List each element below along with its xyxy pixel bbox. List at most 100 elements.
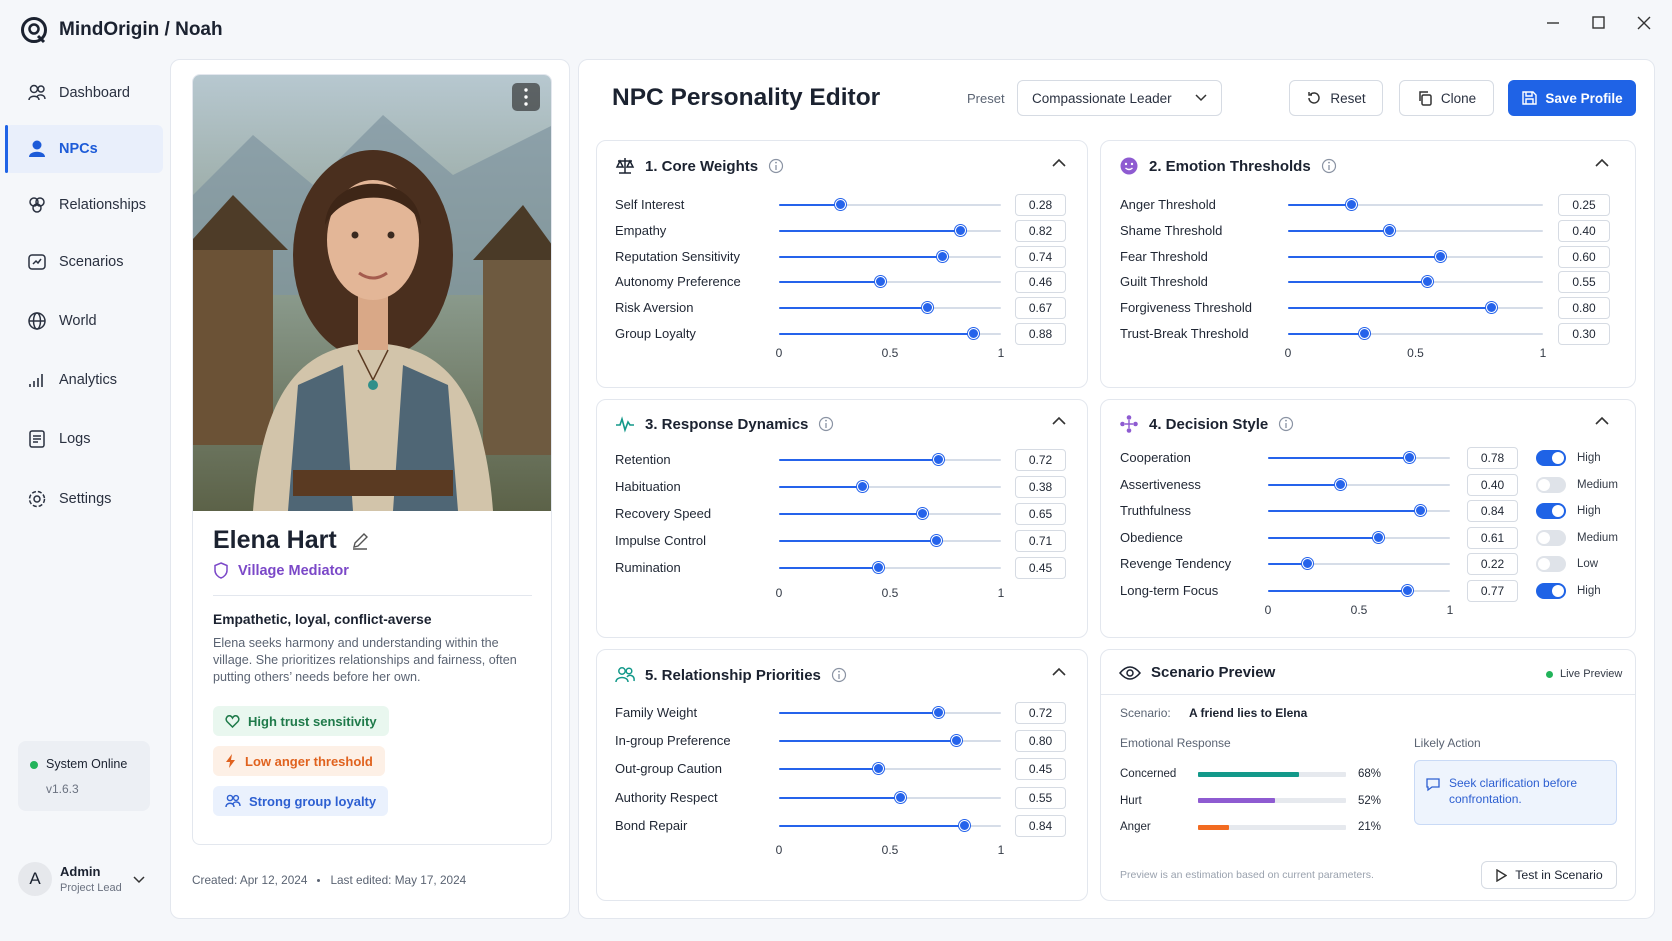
emotion-thresholds-panel: 2. Emotion Thresholds Anger Threshold 0.2… <box>1100 140 1636 388</box>
slider-knob[interactable] <box>937 250 949 262</box>
nav-item[interactable]: Settings <box>5 475 163 523</box>
value-input[interactable]: 0.65 <box>1015 503 1066 525</box>
clone-button[interactable]: Clone <box>1399 80 1494 116</box>
value-input[interactable]: 0.55 <box>1015 786 1066 809</box>
slider-label: Retention <box>615 452 671 467</box>
nav-item[interactable]: World <box>5 297 163 345</box>
slider-knob[interactable] <box>1358 328 1370 339</box>
value-input[interactable]: 0.82 <box>1015 219 1066 242</box>
avatar[interactable]: A <box>18 862 52 896</box>
slider-knob[interactable] <box>917 508 929 519</box>
slider-knob[interactable] <box>959 819 971 831</box>
x-tick-label: 1 <box>997 586 1005 600</box>
slider-fill <box>779 796 902 799</box>
slider-knob[interactable] <box>1402 584 1414 596</box>
nav-item[interactable]: Logs <box>5 415 163 463</box>
panel-title: 1. Core Weights <box>645 157 759 175</box>
toggle[interactable] <box>1536 450 1566 466</box>
value-input[interactable]: 0.77 <box>1467 579 1518 602</box>
value-input[interactable]: 0.88 <box>1015 323 1066 345</box>
slider-knob[interactable] <box>1486 302 1497 314</box>
nav-item[interactable]: NPCs <box>5 125 163 173</box>
value-input[interactable]: 0.67 <box>1015 297 1066 320</box>
slider-knob[interactable] <box>1373 531 1385 543</box>
value-input[interactable]: 0.60 <box>1558 245 1610 268</box>
value-input[interactable]: 0.40 <box>1558 219 1610 242</box>
slider-knob[interactable] <box>1414 505 1426 516</box>
slider-knob[interactable] <box>968 328 980 339</box>
nav-item[interactable]: Dashboard <box>5 69 163 117</box>
slider-fill <box>1268 536 1380 539</box>
value-input[interactable]: 0.80 <box>1558 297 1610 320</box>
slider-knob[interactable] <box>895 791 907 803</box>
user-menu[interactable] <box>132 874 146 886</box>
toggle[interactable] <box>1536 582 1566 599</box>
value-input[interactable]: 0.78 <box>1467 447 1518 469</box>
test-button[interactable]: Test in Scenario <box>1481 861 1617 889</box>
panel-title: 5. Relationship Priorities <box>645 666 821 684</box>
window-controls[interactable] <box>1540 12 1660 34</box>
slider-knob[interactable] <box>950 735 962 747</box>
slider-knob[interactable] <box>1422 276 1434 288</box>
slider-knob[interactable] <box>1334 478 1346 490</box>
toggle[interactable] <box>1536 476 1566 493</box>
value-input[interactable]: 0.46 <box>1015 271 1066 294</box>
slider-knob[interactable] <box>872 562 884 573</box>
value-input[interactable]: 0.71 <box>1015 530 1066 552</box>
slider-knob[interactable] <box>930 535 942 546</box>
nav-item[interactable]: Analytics <box>5 356 163 404</box>
value-input[interactable]: 0.74 <box>1015 245 1066 268</box>
slider-knob[interactable] <box>1384 224 1395 236</box>
reset-button[interactable]: Reset <box>1289 80 1383 116</box>
save-button[interactable]: Save Profile <box>1508 80 1636 116</box>
slider-knob[interactable] <box>1345 199 1357 210</box>
toggle[interactable] <box>1536 503 1566 519</box>
preset-label: Preset <box>967 91 1005 106</box>
collapse[interactable] <box>1595 158 1609 168</box>
value-input[interactable]: 0.72 <box>1015 449 1066 471</box>
value-input[interactable]: 0.40 <box>1467 473 1518 496</box>
divider <box>1101 694 1635 695</box>
slider-knob[interactable] <box>835 199 847 210</box>
value-input[interactable]: 0.25 <box>1558 194 1610 216</box>
value-input[interactable]: 0.84 <box>1467 500 1518 522</box>
slider-fill <box>1288 255 1441 258</box>
slider-knob[interactable] <box>1435 250 1446 262</box>
slider-knob[interactable] <box>932 707 944 718</box>
value-input[interactable]: 0.45 <box>1015 758 1066 781</box>
value-input[interactable]: 0.55 <box>1558 271 1610 294</box>
slider-label: Anger Threshold <box>1120 197 1216 212</box>
toggle[interactable] <box>1536 529 1566 546</box>
slider-knob[interactable] <box>1302 558 1314 569</box>
x-tick-label: 0 <box>1284 346 1292 360</box>
nav-item[interactable]: Relationships <box>5 181 163 229</box>
slider-track <box>1288 204 1543 206</box>
slider-knob[interactable] <box>872 763 884 775</box>
slider-fill <box>779 204 842 206</box>
preset-dropdown[interactable]: Compassionate Leader <box>1017 80 1222 116</box>
value-input[interactable]: 0.84 <box>1015 814 1066 837</box>
slider-knob[interactable] <box>857 481 869 492</box>
collapse[interactable] <box>1595 416 1609 426</box>
x-tick-label: 0.5 <box>1350 603 1368 617</box>
slider-knob[interactable] <box>955 224 967 236</box>
slider-knob[interactable] <box>921 302 933 314</box>
slider-knob[interactable] <box>875 276 887 288</box>
collapse[interactable] <box>1052 158 1066 168</box>
slider-knob[interactable] <box>1403 452 1415 463</box>
edit-name[interactable] <box>351 532 369 550</box>
collapse[interactable] <box>1052 416 1066 426</box>
value-input[interactable]: 0.30 <box>1558 323 1610 345</box>
value-input[interactable]: 0.72 <box>1015 702 1066 724</box>
toggle[interactable] <box>1536 556 1566 572</box>
value-input[interactable]: 0.28 <box>1015 194 1066 216</box>
value-input[interactable]: 0.61 <box>1467 526 1518 549</box>
value-input[interactable]: 0.80 <box>1015 730 1066 753</box>
slider-label: Empathy <box>615 222 667 238</box>
value-input[interactable]: 0.45 <box>1015 557 1066 579</box>
value-input[interactable]: 0.38 <box>1015 476 1066 498</box>
nav-item[interactable]: Scenarios <box>5 238 163 286</box>
collapse[interactable] <box>1052 667 1066 677</box>
value-input[interactable]: 0.22 <box>1467 553 1518 575</box>
slider-knob[interactable] <box>932 454 944 465</box>
